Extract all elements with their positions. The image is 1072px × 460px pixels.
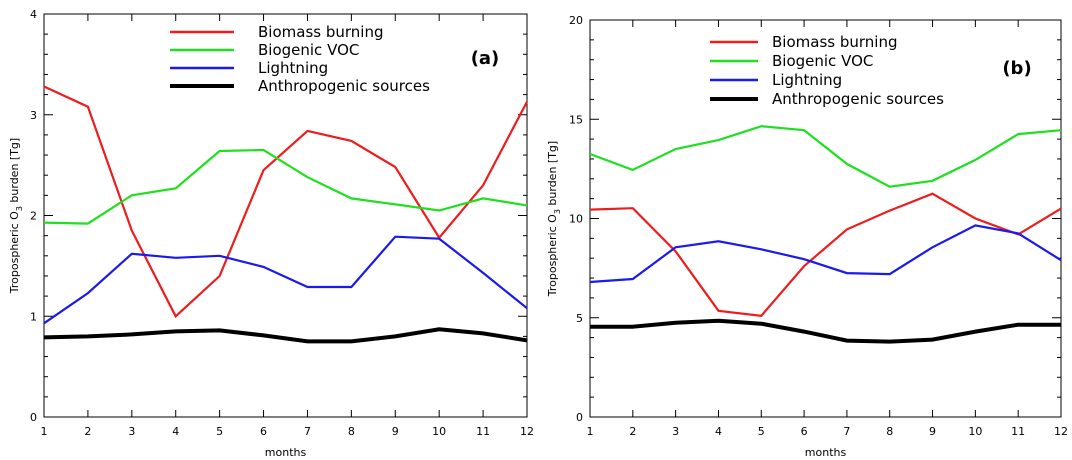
legend-label: Biogenic VOC [772,52,873,70]
x-tick-label: 4 [172,425,179,438]
legend-label: Biomass burning [772,33,897,51]
x-axis-title: months [805,446,847,459]
x-tick-label: 9 [392,425,399,438]
y-tick-label: 4 [30,8,37,21]
x-tick-label: 11 [476,425,490,438]
y-axis-title-main: Tropospheric O [546,214,559,297]
y-tick-label: 2 [30,210,37,223]
x-tick-label: 4 [715,425,722,438]
x-tick-label: 3 [672,425,679,438]
y-tick-label: 15 [569,113,583,126]
y-axis-title: Tropospheric O3 burden [Tg] [8,138,24,294]
panel-label: (a) [471,48,500,69]
x-tick-label: 2 [84,425,91,438]
legend-label: Biomass burning [258,23,383,41]
x-tick-label: 9 [929,425,936,438]
y-axis-title-subscript: 3 [553,209,562,214]
y-axis-title-subscript: 3 [15,206,24,211]
x-tick-label: 8 [886,425,893,438]
series-line-anthropogenic-sources [590,318,1061,344]
series-line-biogenic-voc [43,148,528,225]
y-axis-title-tail: burden [Tg] [8,138,21,206]
y-tick-label: 1 [30,310,37,323]
x-tick-label: 8 [348,425,355,438]
series-line-biomass-burning [43,85,528,319]
x-tick-label: 2 [629,425,636,438]
legend-label: Lightning [772,71,842,89]
legend-label: Anthropogenic sources [772,90,944,108]
series-line-biomass-burning [589,192,1062,317]
series-line-anthropogenic-sources [43,327,528,344]
x-tick-label: 7 [304,425,311,438]
legend-label: Anthropogenic sources [258,77,430,95]
panel-label: (b) [1002,58,1031,79]
x-tick-label: 5 [758,425,765,438]
x-tick-label: 6 [801,425,808,438]
x-axis-title: months [265,446,307,459]
y-axis-title-tail: burden [Tg] [546,141,559,209]
y-tick-label: 5 [576,312,583,325]
series-line-biogenic-voc [589,125,1062,188]
y-tick-label: 0 [576,411,583,424]
y-tick-label: 3 [30,109,37,122]
chart-panel-b: 1 2 3 4 5 6 7 8 9 10 11 1205101520monthsTropospheri… [546,14,1068,459]
y-tick-label: 0 [30,411,37,424]
series-line-lightning [589,224,1062,284]
x-tick-label: 12 [1054,425,1068,438]
y-tick-label: 10 [569,213,583,226]
x-tick-label: 1 [587,425,594,438]
x-tick-label: 6 [260,425,267,438]
x-tick-label: 7 [843,425,850,438]
x-tick-label: 10 [432,425,446,438]
x-tick-label: 1 [41,425,48,438]
y-axis-title: Tropospheric O3 burden [Tg] [546,141,562,297]
x-tick-label: 3 [128,425,135,438]
legend-label: Biogenic VOC [258,41,359,59]
legend-label: Lightning [258,59,328,77]
y-tick-label: 20 [569,14,583,27]
x-tick-label: 10 [968,425,982,438]
y-axis-title-main: Tropospheric O [8,211,21,294]
x-tick-label: 11 [1011,425,1025,438]
x-tick-label: 12 [520,425,534,438]
x-tick-label: 5 [216,425,223,438]
series-line-lightning [43,235,528,325]
